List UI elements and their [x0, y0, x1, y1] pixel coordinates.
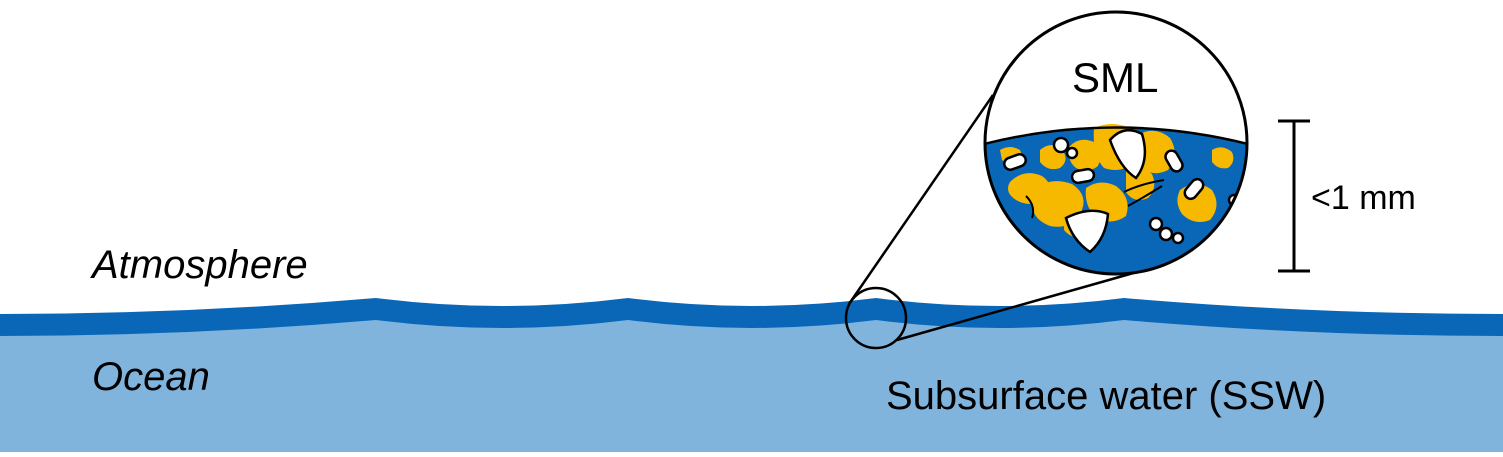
- subsurface-water-label: Subsurface water (SSW): [886, 374, 1327, 418]
- magnified-sml-view: [983, 10, 1249, 276]
- magnifier-outline: [983, 10, 1249, 276]
- sml-label: SML: [1072, 54, 1159, 101]
- atmosphere-label: Atmosphere: [92, 243, 308, 287]
- ocean-body: [0, 306, 1503, 452]
- zoom-line-upper: [847, 94, 995, 305]
- magnified-surface-line: [985, 126, 1247, 147]
- thickness-scale-bar: [1278, 119, 1310, 273]
- zoom-marker-circle: [844, 286, 908, 350]
- zoom-line-lower: [896, 270, 1138, 342]
- surface-microlayer-band: [0, 298, 1503, 336]
- ocean-label: Ocean: [92, 355, 210, 399]
- fiber-strands: [1025, 179, 1165, 219]
- inorganic-particles: [1003, 128, 1241, 254]
- thickness-label: <1 mm: [1311, 179, 1416, 217]
